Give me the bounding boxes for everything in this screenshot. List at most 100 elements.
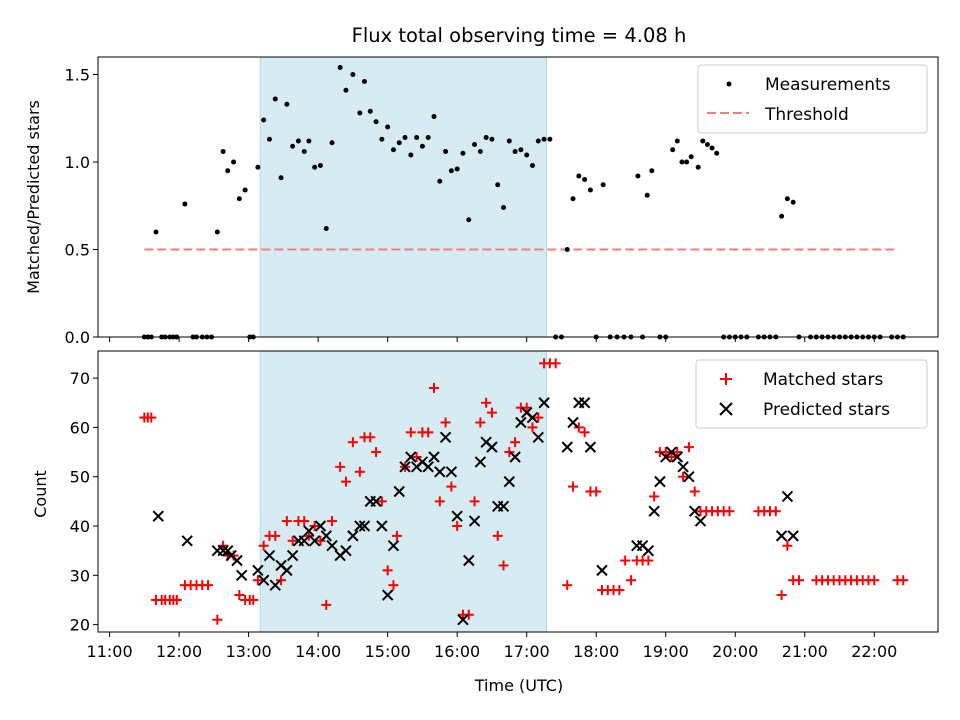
bottom-observing-window bbox=[259, 350, 547, 633]
predicted-star-point bbox=[439, 431, 452, 443]
predicted-star-point bbox=[596, 564, 608, 577]
measurement-point bbox=[379, 136, 385, 142]
measurement-point bbox=[236, 196, 242, 202]
matched-star-point bbox=[171, 594, 182, 605]
matched-star-point bbox=[869, 575, 880, 586]
measurement-point bbox=[688, 154, 694, 160]
predicted-star-point bbox=[526, 411, 539, 424]
predicted-star-point bbox=[578, 397, 591, 409]
measurement-point bbox=[284, 101, 290, 107]
y-tick-label: 1.0 bbox=[65, 153, 90, 172]
measurement-point bbox=[317, 163, 323, 168]
predicted-star-point bbox=[231, 554, 243, 567]
matched-star-point bbox=[287, 535, 298, 546]
matched-star-point bbox=[782, 540, 793, 551]
measurement-point bbox=[414, 135, 420, 140]
top-legend[interactable]: Measurements Threshold bbox=[697, 64, 928, 134]
measurement-point bbox=[512, 149, 518, 154]
measurement-point bbox=[714, 150, 720, 156]
y-tick-label: 40 bbox=[70, 517, 90, 536]
x-tick-label: 21:00 bbox=[782, 642, 828, 661]
predicted-star-point bbox=[393, 485, 405, 498]
measurement-point bbox=[466, 217, 472, 223]
matched-star-point bbox=[510, 437, 521, 448]
bottom-legend-box bbox=[695, 359, 928, 429]
measurement-point bbox=[153, 229, 159, 235]
measurement-point bbox=[278, 175, 284, 181]
predicted-star-point bbox=[286, 549, 299, 562]
predicted-star-point bbox=[217, 544, 229, 557]
predicted-star-point bbox=[422, 461, 434, 473]
measurement-point bbox=[679, 159, 685, 165]
matched-star-point bbox=[678, 471, 689, 482]
predicted-star-point bbox=[787, 530, 799, 542]
matched-star-point bbox=[212, 614, 223, 625]
predicted-star-point bbox=[515, 416, 527, 429]
predicted-star-point bbox=[257, 574, 270, 586]
bottom-y-axis-label: Count bbox=[31, 470, 50, 518]
measurement-point bbox=[242, 187, 248, 193]
measurement-point bbox=[541, 136, 547, 142]
measurement-point bbox=[600, 182, 606, 188]
predicted-star-point bbox=[642, 544, 655, 557]
predicted-star-point bbox=[358, 520, 371, 532]
measurement-point bbox=[704, 142, 710, 147]
measurement-point bbox=[385, 124, 391, 130]
matched-star-point bbox=[354, 466, 365, 477]
matched-star-point bbox=[335, 461, 346, 472]
measurement-point bbox=[361, 79, 367, 84]
bottom-y-ticks: 20 30 40 50 60 70 bbox=[70, 369, 98, 635]
y-tick-label: 70 bbox=[70, 369, 90, 388]
measurement-point bbox=[408, 152, 414, 158]
top-chart-title: Flux total observing time = 4.08 h bbox=[352, 24, 687, 47]
legend-measurements-marker bbox=[726, 81, 732, 87]
measurement-point bbox=[448, 168, 454, 174]
predicted-star-point bbox=[486, 441, 498, 453]
bottom-legend[interactable]: Matched stars Predicted stars bbox=[695, 359, 928, 429]
matched-star-point bbox=[498, 560, 509, 571]
predicted-star-point bbox=[235, 569, 248, 582]
matched-star-point bbox=[423, 427, 434, 438]
measurement-point bbox=[570, 196, 576, 202]
matched-star-point bbox=[371, 447, 382, 458]
y-tick-label: 50 bbox=[70, 468, 90, 487]
matched-star-point bbox=[391, 530, 402, 541]
predicted-star-point bbox=[683, 471, 695, 483]
matched-star-point bbox=[376, 496, 387, 507]
measurement-point bbox=[437, 178, 443, 184]
x-tick-label: 16:00 bbox=[434, 642, 480, 661]
matched-star-point bbox=[388, 580, 399, 591]
predicted-star-point bbox=[434, 466, 446, 478]
x-tick-label: 12:00 bbox=[156, 642, 202, 661]
top-y-ticks: 0.0 0.5 1.0 1.5 bbox=[65, 66, 98, 347]
measurement-point bbox=[396, 140, 402, 146]
measurement-point bbox=[182, 201, 188, 207]
measurement-point bbox=[518, 147, 524, 153]
measurement-point bbox=[255, 164, 261, 170]
matched-star-point bbox=[299, 516, 310, 527]
matched-star-point bbox=[793, 575, 804, 586]
matched-star-point bbox=[521, 402, 532, 413]
matched-star-point bbox=[504, 447, 515, 458]
matched-star-point bbox=[258, 540, 269, 551]
matched-stars-points bbox=[139, 358, 909, 625]
matched-star-point bbox=[568, 481, 579, 492]
measurement-point bbox=[266, 136, 272, 142]
measurement-point bbox=[357, 110, 363, 116]
predicted-star-point bbox=[457, 613, 469, 626]
predicted-star-point bbox=[252, 564, 264, 577]
measurement-point bbox=[779, 213, 785, 219]
matched-star-point bbox=[672, 447, 683, 458]
predicted-star-point bbox=[181, 535, 193, 547]
matched-star-point bbox=[776, 590, 787, 601]
bottom-axes-frame bbox=[97, 350, 939, 633]
matched-star-point bbox=[898, 575, 909, 586]
x-tick-label: 14:00 bbox=[295, 642, 341, 661]
measurement-point bbox=[443, 149, 449, 154]
measurement-point bbox=[700, 138, 706, 144]
matched-star-point bbox=[660, 447, 671, 458]
predicted-star-point bbox=[775, 530, 788, 542]
predicted-star-point bbox=[648, 505, 660, 517]
measurement-point bbox=[495, 182, 501, 188]
matched-star-point bbox=[562, 580, 573, 591]
